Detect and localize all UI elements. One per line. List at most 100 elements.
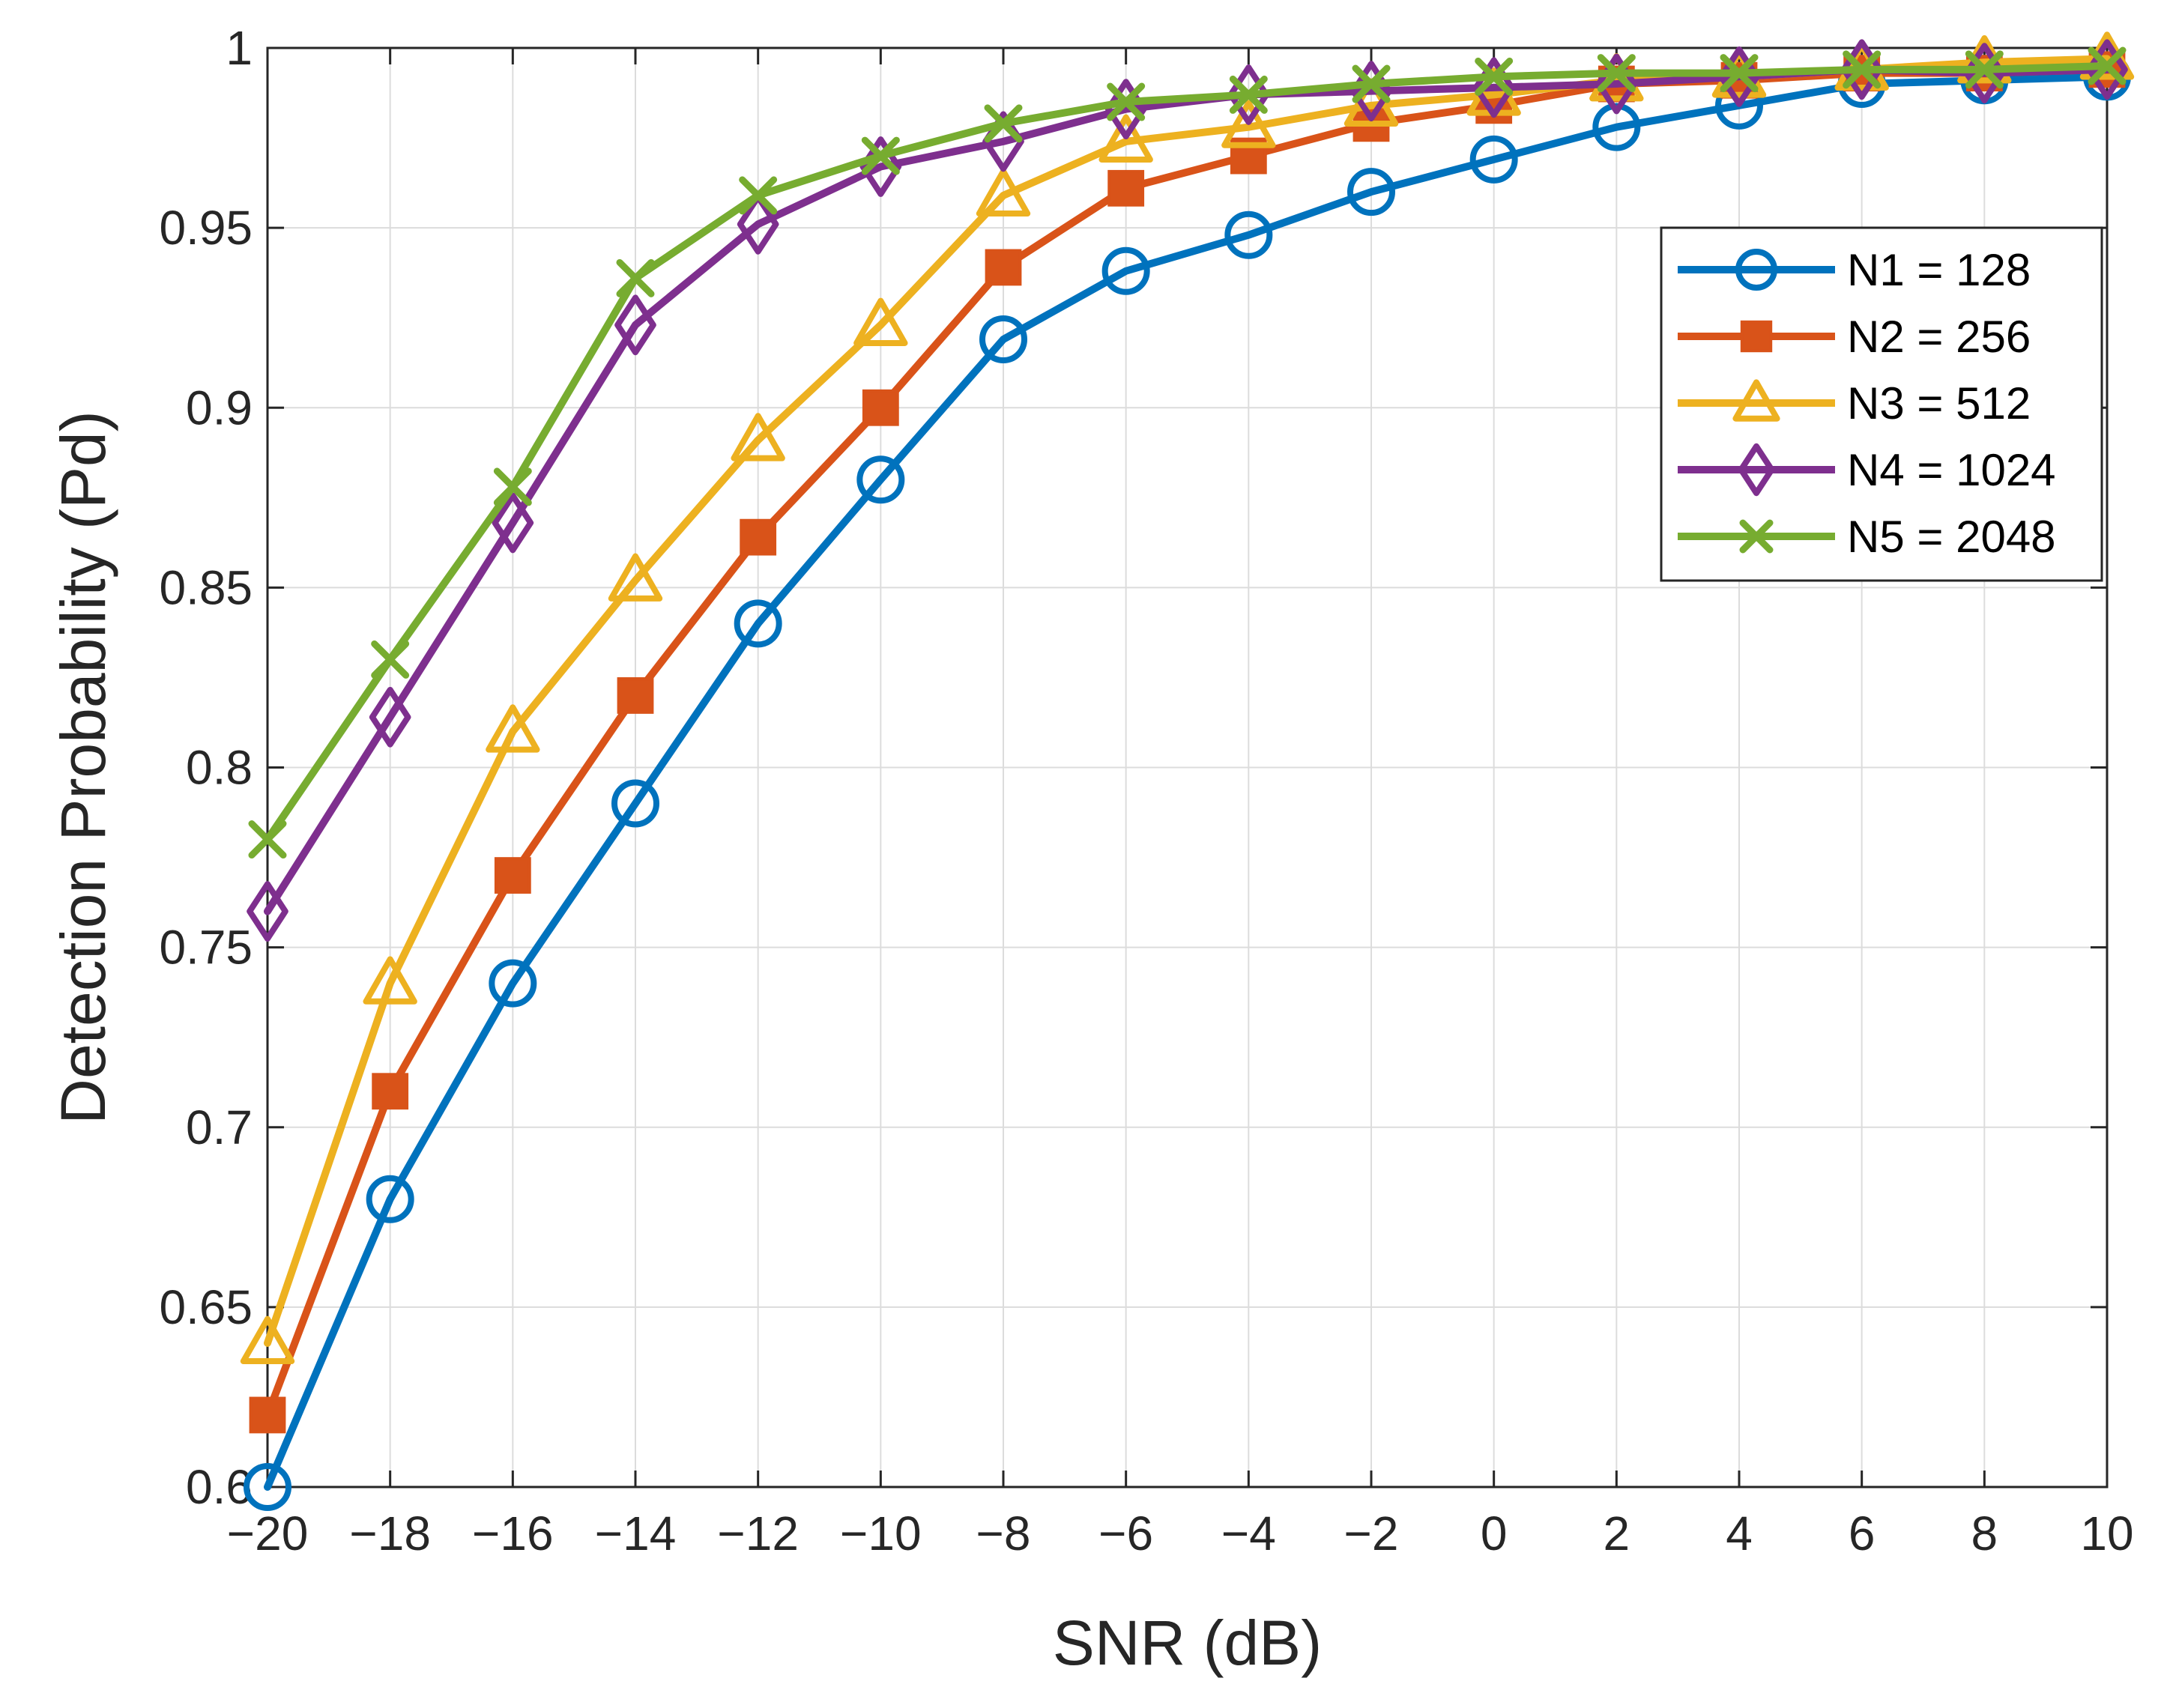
data-point — [734, 599, 782, 648]
x-tick-label: −2 — [1344, 1506, 1399, 1560]
grid — [267, 47, 2108, 1488]
data-point — [1735, 249, 1777, 291]
data-point — [492, 492, 534, 554]
x-tick-label: −14 — [595, 1506, 677, 1560]
series-line — [264, 73, 2111, 1491]
data-point — [1843, 50, 1882, 89]
data-point — [489, 959, 537, 1008]
data-point — [2086, 39, 2128, 100]
data-point — [985, 249, 1022, 286]
data-point — [731, 413, 785, 461]
data-point — [363, 956, 417, 1005]
data-point — [614, 294, 656, 356]
data-point — [1475, 57, 1514, 96]
series-line — [264, 62, 2111, 844]
x-tick-label: 6 — [1849, 1506, 1876, 1560]
y-tick-label: 0.8 — [186, 741, 253, 795]
data-point — [493, 467, 532, 506]
data-point — [247, 881, 288, 942]
data-point — [1347, 168, 1395, 216]
data-point — [861, 136, 900, 175]
data-point — [616, 258, 655, 297]
x-axis-ticks: −20 −18 −16 −14 −12 −10 −8 −6 −4 −2 0 2 4 6 8 10 — [227, 48, 2134, 1560]
data-point — [1229, 75, 1268, 114]
y-tick-label: 0.6 — [186, 1460, 253, 1514]
data-point — [494, 857, 531, 894]
data-point — [249, 1396, 286, 1434]
x-tick-label: −12 — [717, 1506, 799, 1560]
legend-item: N5 = 2048 — [1678, 512, 2056, 562]
data-point — [372, 1073, 409, 1110]
data-point — [1107, 169, 1145, 207]
legend-item: N4 = 1024 — [1678, 443, 2056, 497]
data-point — [739, 176, 778, 215]
x-tick-label: 2 — [1604, 1506, 1630, 1560]
y-tick-label: 0.65 — [159, 1280, 253, 1334]
data-point — [240, 1315, 295, 1365]
data-point — [1107, 82, 1146, 121]
data-point — [486, 704, 540, 753]
x-tick-label: 10 — [2080, 1506, 2133, 1560]
data-point — [1740, 320, 1773, 353]
data-point — [1098, 114, 1153, 163]
data-point — [979, 315, 1027, 364]
data-point — [248, 820, 287, 859]
y-axis-title: Detection Probability (Pd) — [48, 411, 118, 1124]
data-point — [1739, 519, 1774, 554]
data-point — [1963, 43, 2006, 104]
data-point — [856, 455, 905, 504]
y-tick-label: 0.9 — [186, 381, 253, 434]
data-point — [1965, 50, 2004, 89]
y-tick-label: 1 — [226, 21, 253, 75]
data-point — [611, 779, 659, 828]
legend-label: N4 = 1024 — [1847, 445, 2056, 495]
legend-label: N5 = 2048 — [1847, 512, 2056, 562]
y-tick-label: 0.7 — [186, 1100, 253, 1154]
legend-item: N3 = 512 — [1678, 378, 2031, 428]
data-point — [369, 686, 411, 748]
x-tick-label: 0 — [1481, 1506, 1508, 1560]
x-tick-label: −8 — [976, 1506, 1031, 1560]
legend-item: N1 = 128 — [1678, 245, 2031, 295]
data-point — [2088, 46, 2127, 85]
x-tick-label: −18 — [349, 1506, 431, 1560]
data-point — [617, 677, 654, 714]
series-group — [240, 31, 2135, 1511]
data-point — [1720, 54, 1759, 93]
x-tick-label: 8 — [1971, 1506, 1998, 1560]
y-tick-label: 0.75 — [159, 921, 253, 975]
legend-label: N1 = 128 — [1847, 245, 2031, 295]
x-tick-label: −16 — [472, 1506, 554, 1560]
y-tick-label: 0.85 — [159, 560, 253, 614]
data-point — [1221, 100, 1276, 148]
data-point — [737, 193, 779, 255]
data-point — [608, 553, 663, 602]
data-point — [1597, 54, 1636, 93]
x-tick-label: −6 — [1098, 1506, 1153, 1560]
data-point — [1352, 64, 1391, 103]
x-axis-title: SNR (dB) — [1053, 1608, 1322, 1678]
data-point — [740, 518, 777, 556]
legend: N1 = 128 N2 = 256 N3 = 512 N4 = 1024 N5 = 20… — [1660, 226, 2103, 582]
x-tick-label: −10 — [840, 1506, 922, 1560]
x-tick-label: 4 — [1726, 1506, 1753, 1560]
data-point — [244, 1463, 291, 1511]
legend-label: N2 = 256 — [1847, 312, 2031, 362]
data-point — [371, 640, 410, 679]
y-tick-label: 0.95 — [159, 201, 253, 255]
data-point — [1732, 379, 1780, 422]
series-5 — [248, 46, 2127, 859]
data-point — [1101, 246, 1150, 295]
data-point — [1469, 135, 1518, 184]
data-point — [1224, 211, 1273, 259]
data-point — [984, 104, 1023, 143]
data-point — [853, 297, 908, 346]
data-point — [1738, 443, 1775, 497]
data-point — [976, 168, 1031, 217]
data-point — [366, 1175, 414, 1223]
y-axis-ticks: 0.6 0.65 0.7 0.75 0.8 0.85 0.9 0.95 1 — [159, 21, 2107, 1514]
data-point — [1718, 46, 1760, 107]
legend-item: N2 = 256 — [1678, 312, 2031, 362]
data-point — [862, 389, 899, 426]
